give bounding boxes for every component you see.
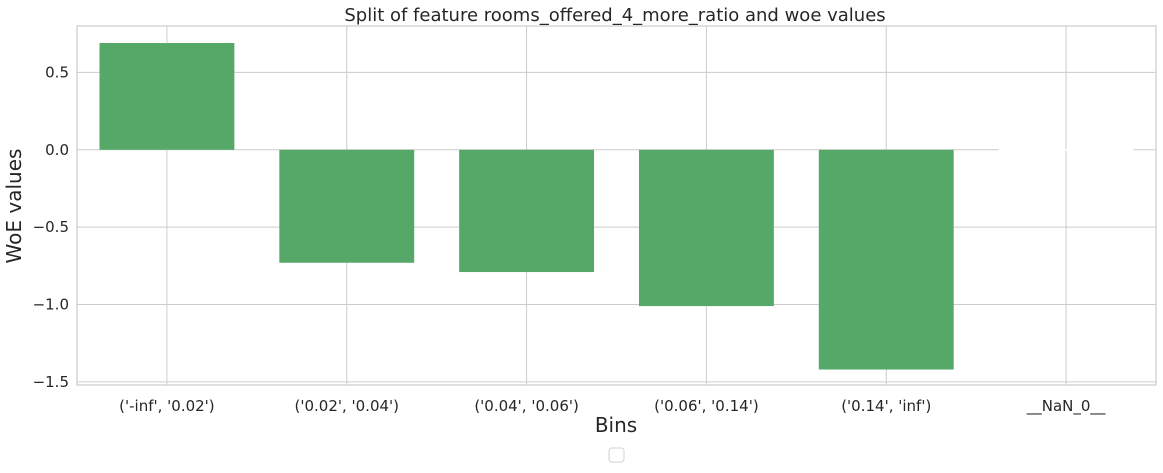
bar <box>998 148 1134 151</box>
bar <box>818 149 954 370</box>
y-tick-label: −1.5 <box>33 373 69 391</box>
x-tick-label: ('-inf', '0.02') <box>119 397 215 415</box>
x-axis-title: Bins <box>595 413 637 437</box>
y-axis-title: WoE values <box>2 149 26 264</box>
bar <box>279 149 415 263</box>
y-tick-label: −1.0 <box>33 296 69 314</box>
bars <box>99 43 1134 370</box>
x-tick-label: __NaN_0__ <box>1026 397 1106 416</box>
bar <box>99 43 235 150</box>
x-tick-label: ('0.14', 'inf') <box>841 397 931 415</box>
y-tick-labels: 0.5 0.0 −0.5 −1.0 −1.5 <box>33 63 69 390</box>
x-tick-label: ('0.02', '0.04') <box>294 397 399 415</box>
chart-title: Split of feature rooms_offered_4_more_ra… <box>344 5 885 26</box>
y-tick-label: 0.0 <box>45 141 69 159</box>
y-tick-label: −0.5 <box>33 218 69 236</box>
x-tick-label: ('0.06', '0.14') <box>654 397 759 415</box>
grid-lines <box>77 26 1156 385</box>
x-tick-label: ('0.04', '0.06') <box>474 397 579 415</box>
x-tick-labels: ('-inf', '0.02') ('0.02', '0.04') ('0.04',… <box>119 397 1106 416</box>
bar <box>459 149 595 273</box>
plot-frame <box>76 25 1157 386</box>
bar <box>638 149 774 307</box>
legend-box <box>608 447 625 463</box>
y-tick-label: 0.5 <box>45 63 69 81</box>
